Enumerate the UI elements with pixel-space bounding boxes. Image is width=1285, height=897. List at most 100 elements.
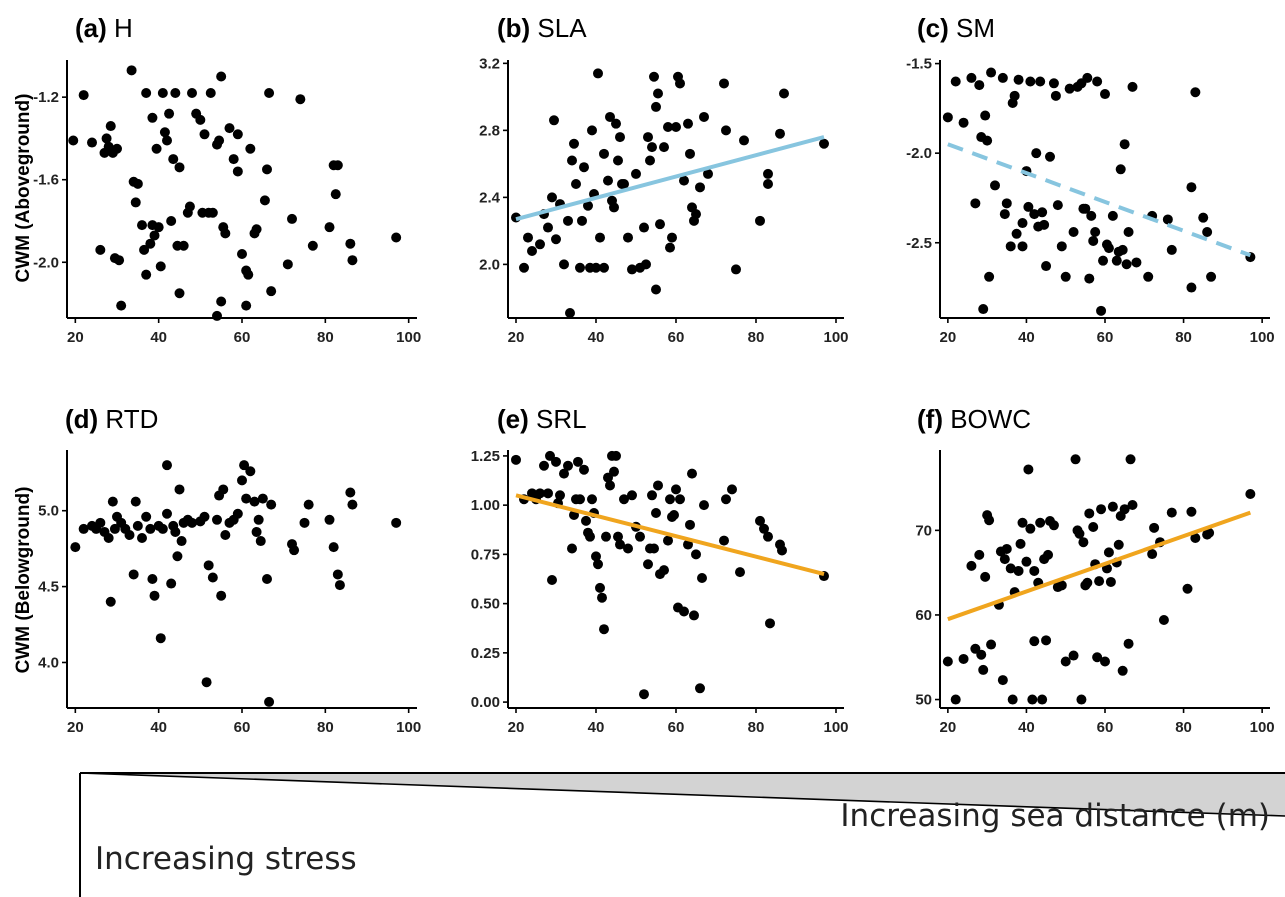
data-point [1084, 273, 1095, 284]
data-point [241, 300, 252, 311]
data-point [585, 531, 595, 542]
data-point [966, 72, 977, 83]
data-point [623, 543, 633, 554]
data-point [1029, 565, 1040, 576]
data-point [599, 262, 609, 273]
data-point [631, 168, 641, 179]
data-point [1070, 454, 1081, 465]
data-point [605, 480, 615, 491]
data-point [581, 515, 591, 526]
data-point [601, 531, 611, 542]
data-point [1035, 76, 1046, 87]
data-point [103, 533, 114, 544]
data-point [547, 192, 557, 203]
data-point [613, 531, 623, 542]
y-tick-label: -1.6 [33, 172, 59, 189]
x-tick-label: 100 [396, 719, 421, 736]
data-point [645, 155, 655, 166]
x-tick-label: 40 [1018, 329, 1035, 346]
data-point [958, 653, 969, 664]
data-point [228, 154, 239, 165]
data-point [170, 526, 181, 537]
data-point [1048, 78, 1059, 89]
data-point [332, 569, 343, 580]
data-point [78, 523, 89, 534]
data-point [243, 269, 254, 280]
data-point [986, 639, 997, 650]
data-point [126, 65, 137, 76]
data-point [669, 509, 679, 520]
data-point [978, 304, 989, 315]
data-point [689, 610, 699, 621]
data-point [647, 490, 657, 501]
data-point [334, 580, 345, 591]
data-point [162, 135, 172, 146]
data-point [643, 559, 653, 570]
data-point [739, 135, 749, 146]
data-point [1084, 508, 1095, 519]
panel-e-srl: (e) SRL 20 40 60 80 100 1.25 1.00 0.75 0.50 0.25 0.… [471, 404, 849, 736]
data-point [997, 72, 1008, 83]
data-point [216, 590, 227, 601]
data-point [137, 220, 147, 231]
data-point [1029, 636, 1040, 647]
data-point [328, 542, 339, 553]
data-point [241, 493, 252, 504]
data-point [575, 262, 585, 273]
data-point [1052, 582, 1063, 593]
data-point [147, 220, 158, 231]
data-point [232, 129, 243, 140]
trend-line [515, 493, 825, 577]
data-point [1158, 615, 1169, 626]
data-point [1198, 212, 1209, 223]
data-point [1127, 499, 1138, 510]
data-point [282, 259, 293, 270]
data-point [199, 511, 210, 522]
x-tick-label: 20 [508, 329, 525, 346]
data-point [763, 531, 773, 542]
data-point [942, 656, 953, 667]
panel-title: (c) SM [917, 13, 995, 43]
data-point [569, 138, 579, 149]
data-point [603, 175, 613, 186]
data-point [691, 209, 701, 220]
data-point [974, 80, 985, 91]
data-point [1149, 522, 1160, 533]
data-point [641, 259, 651, 270]
data-point [287, 213, 297, 224]
data-point [651, 284, 661, 295]
data-point [1023, 464, 1034, 475]
data-point [942, 112, 953, 123]
data-point [257, 493, 268, 504]
panel-title: (a) H [75, 13, 133, 43]
data-point [639, 689, 649, 700]
data-point [159, 127, 170, 138]
data-point [1111, 255, 1122, 266]
data-point [184, 201, 195, 212]
data-point [174, 162, 185, 173]
data-point [172, 551, 183, 562]
data-point [1204, 527, 1215, 538]
data-point [665, 242, 675, 253]
data-point [1098, 255, 1109, 266]
data-point [70, 542, 81, 553]
data-point [1068, 650, 1079, 661]
panel-trait: BOWC [950, 404, 1031, 434]
data-point [1206, 271, 1217, 282]
data-point [178, 240, 189, 251]
panel-letter: (a) [75, 13, 114, 43]
data-point [649, 543, 659, 554]
data-point [1186, 182, 1197, 193]
data-point [1119, 139, 1130, 150]
panel-letter: (d) [65, 404, 105, 434]
data-point [145, 238, 156, 249]
data-point [139, 244, 150, 255]
data-point [1125, 454, 1136, 465]
y-tick-label: -1.2 [33, 89, 59, 106]
data-point [511, 454, 521, 465]
data-point [141, 511, 152, 522]
data-point [147, 112, 158, 123]
data-point [619, 494, 629, 505]
data-point [775, 128, 785, 139]
data-point [205, 88, 216, 99]
